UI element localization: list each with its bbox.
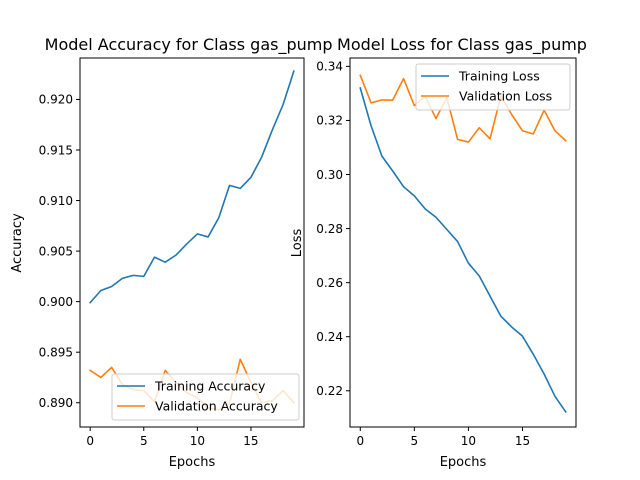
training-loss-line [359,87,567,413]
loss-x-tick-label: 10 [461,434,476,448]
accuracy-y-tick-label: 0.915 [39,143,73,157]
accuracy-x-tick-label: 5 [140,434,148,448]
loss-chart-title: Model Loss for Class gas_pump [337,35,587,55]
loss-y-tick-label: 0.34 [316,60,343,74]
loss-y-tick-label: 0.28 [316,222,343,236]
loss-x-tick-label: 0 [356,434,364,448]
training-accuracy-line [89,70,295,304]
training-loss-legend-label: Training Loss [458,69,540,84]
accuracy-plot-frame [79,57,305,428]
accuracy-legend: Training Accuracy Validation Accuracy [111,373,300,421]
loss-chart: Model Loss for Class gas_pump Epochs Los… [290,35,587,470]
accuracy-y-tick-label: 0.900 [39,295,73,309]
accuracy-x-tick-label: 0 [86,434,94,448]
loss-plot-frame [349,57,577,428]
accuracy-legend-box [111,373,300,421]
loss-y-tick-label: 0.24 [316,330,343,344]
loss-legend-box [415,63,571,111]
loss-x-tick-label: 15 [515,434,530,448]
validation-accuracy-legend-label: Validation Accuracy [155,399,278,414]
loss-x-tick-label: 5 [411,434,419,448]
accuracy-chart-title: Model Accuracy for Class gas_pump [45,35,333,55]
accuracy-x-axis-label: Epochs [169,455,216,470]
accuracy-y-tick-label: 0.890 [39,396,73,410]
loss-ticks: 0 5 10 15 0.22 0.24 0.26 0.28 0.30 0.32 0.34 [316,60,530,448]
loss-lines [359,74,567,413]
validation-loss-legend-label: Validation Loss [459,89,552,104]
training-accuracy-legend-label: Training Accuracy [154,379,266,394]
loss-y-tick-label: 0.22 [316,384,343,398]
loss-y-tick-label: 0.26 [316,276,343,290]
accuracy-x-tick-label: 15 [243,434,258,448]
loss-x-axis-label: Epochs [440,455,487,470]
accuracy-y-tick-label: 0.910 [39,194,73,208]
accuracy-y-tick-label: 0.920 [39,93,73,107]
accuracy-y-tick-label: 0.895 [39,345,73,359]
accuracy-ticks: 0 5 10 15 0.890 0.895 0.900 0.905 0.910 0.915 0.92… [39,93,259,448]
accuracy-y-axis-label: Accuracy [10,213,25,273]
loss-legend: Training Loss Validation Loss [415,63,571,111]
loss-y-tick-label: 0.30 [316,168,343,182]
loss-y-tick-label: 0.32 [316,114,343,128]
accuracy-x-tick-label: 10 [190,434,205,448]
accuracy-chart: Model Accuracy for Class gas_pump Epochs… [10,35,333,470]
loss-y-axis-label: Loss [290,229,305,258]
validation-loss-line [359,74,567,143]
accuracy-y-tick-label: 0.905 [39,244,73,258]
